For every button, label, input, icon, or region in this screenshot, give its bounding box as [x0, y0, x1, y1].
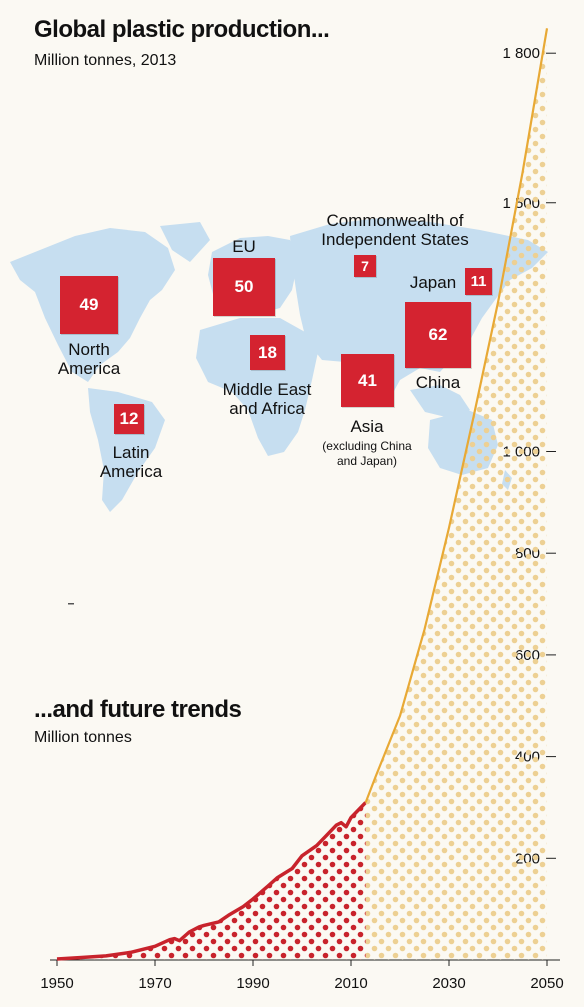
region-label-line: America	[57, 359, 121, 378]
region-label-eu: EU	[214, 237, 274, 256]
region-label-middle-east-africa: Middle East and Africa	[206, 380, 328, 418]
region-box-japan: 11	[465, 268, 492, 295]
region-label-japan: Japan	[404, 273, 462, 292]
region-note-asia: (excluding China and Japan)	[300, 439, 434, 469]
historical-area	[57, 802, 366, 960]
trend-title: ...and future trends	[34, 696, 242, 723]
region-box-latin-america: 12	[114, 404, 144, 434]
southeast-asia-islands	[410, 385, 470, 418]
x-tick-label: 2030	[432, 975, 465, 992]
region-box-eu: 50	[213, 258, 275, 316]
x-tick-label: 2050	[530, 975, 563, 992]
trend-subtitle: Million tonnes	[34, 729, 132, 746]
x-tick-label: 2010	[334, 975, 367, 992]
historical-line	[56, 801, 367, 961]
region-label-line: America	[99, 462, 163, 481]
chart-plot	[56, 28, 549, 961]
region-label-latin-america: Latin America	[84, 443, 178, 481]
region-label-line: Independent States	[321, 230, 469, 249]
region-box-cis: 7	[354, 255, 376, 277]
region-label-asia: Asia	[332, 417, 402, 436]
region-box-asia: 41	[341, 354, 394, 407]
main-title: Global plastic production...	[34, 16, 330, 43]
region-label-china: China	[400, 373, 476, 392]
forecast-area	[365, 28, 547, 961]
region-label-line: North	[68, 340, 110, 359]
region-label-line: Latin	[112, 443, 150, 462]
y-tick-label: 1 800	[502, 45, 540, 62]
greenland-landmass	[160, 222, 210, 262]
map-dash	[68, 603, 74, 605]
main-subtitle: Million tonnes, 2013	[34, 52, 177, 69]
region-label-line: Japan	[409, 273, 457, 292]
region-label-line: Middle East	[222, 380, 312, 399]
region-label-line: EU	[232, 237, 256, 256]
region-note-line: and Japan)	[336, 454, 398, 468]
forecast-line	[364, 28, 549, 803]
region-box-china: 62	[405, 302, 471, 368]
region-note-line: (excluding China	[322, 439, 412, 453]
region-box-middle-east-africa: 18	[250, 335, 285, 370]
x-tick-label: 1990	[236, 975, 269, 992]
region-label-cis: Commonwealth of Independent States	[298, 211, 492, 249]
region-label-line: China	[415, 373, 461, 392]
africa-landmass	[196, 318, 318, 456]
region-label-line: Commonwealth of	[326, 211, 464, 230]
region-label-line: Asia	[350, 417, 384, 436]
x-tick-label: 1950	[40, 975, 73, 992]
south-america-landmass	[88, 388, 165, 512]
region-label-north-america: North America	[44, 340, 134, 378]
region-label-line: and Africa	[229, 399, 305, 418]
x-tick-label: 1970	[138, 975, 171, 992]
region-box-north-america: 49	[60, 276, 118, 334]
